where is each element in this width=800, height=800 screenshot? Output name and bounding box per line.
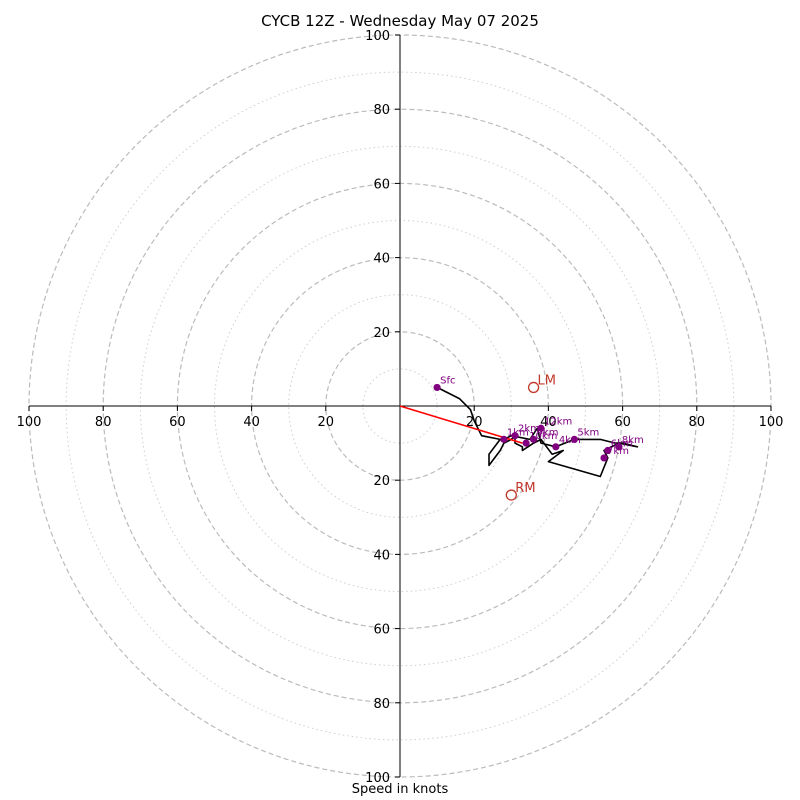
tick-label-bottom: 100 bbox=[365, 771, 390, 786]
storm-motion: LM RM bbox=[505, 373, 556, 501]
tick-label-top: 40 bbox=[373, 252, 390, 267]
storm-motion-marker bbox=[505, 489, 517, 501]
height-marker bbox=[570, 435, 578, 443]
tick-label-bottom: 40 bbox=[373, 548, 390, 563]
height-marker bbox=[604, 446, 612, 455]
height-marker bbox=[500, 435, 508, 443]
hodograph-trace bbox=[436, 386, 639, 478]
tick-label-left: 20 bbox=[318, 415, 335, 430]
chart-title: CYCB 12Z - Wednesday May 07 2025 bbox=[261, 12, 539, 30]
height-marker bbox=[511, 432, 519, 440]
height-label: 1km bbox=[507, 427, 529, 438]
tick-label-right: 100 bbox=[759, 415, 784, 430]
height-label: 2km bbox=[518, 424, 540, 435]
height-marker bbox=[552, 443, 560, 451]
height-marker bbox=[615, 443, 623, 451]
tick-label-left: 100 bbox=[17, 415, 42, 430]
tick-label-right: 80 bbox=[689, 415, 706, 430]
tick-label-left: 80 bbox=[95, 415, 112, 430]
height-marker bbox=[522, 439, 530, 447]
tick-label-top: 100 bbox=[365, 29, 390, 44]
storm-motion-marker bbox=[527, 381, 540, 394]
height-label: Sfc bbox=[440, 375, 455, 386]
tick-label-bottom: 80 bbox=[373, 697, 390, 712]
tick-label-bottom: 20 bbox=[373, 474, 390, 489]
height-marker bbox=[537, 424, 545, 432]
height-marker bbox=[529, 435, 538, 443]
height-marker bbox=[600, 454, 608, 462]
tick-label-left: 40 bbox=[243, 415, 260, 430]
height-label: 5km bbox=[577, 427, 599, 438]
storm-motion-label: RM bbox=[515, 481, 535, 496]
height-marker bbox=[433, 383, 441, 392]
height-label: 12km bbox=[544, 416, 572, 427]
tick-label-right: 60 bbox=[614, 415, 631, 430]
height-label: 10km bbox=[529, 431, 557, 442]
tick-labels: 100 80 60 40 20 20 40 60 80 100100806040202040608… bbox=[17, 29, 784, 786]
height-label: 6km bbox=[611, 439, 633, 450]
tick-label-top: 80 bbox=[373, 103, 390, 118]
height-label: 9km bbox=[537, 427, 559, 438]
tick-label-top: 20 bbox=[373, 326, 390, 341]
x-axis-label: Speed in knots bbox=[351, 782, 449, 797]
tick-label-bottom: 60 bbox=[373, 623, 390, 638]
tick-label-left: 60 bbox=[169, 415, 186, 430]
tick-label-right: 40 bbox=[540, 415, 557, 430]
height-label: 7km bbox=[607, 446, 629, 457]
height-label: 8km bbox=[622, 435, 644, 446]
tick-label-top: 60 bbox=[373, 177, 390, 192]
storm-motion-label: LM bbox=[538, 373, 556, 388]
wind-trace bbox=[436, 386, 639, 478]
height-label: 4km bbox=[559, 435, 581, 446]
